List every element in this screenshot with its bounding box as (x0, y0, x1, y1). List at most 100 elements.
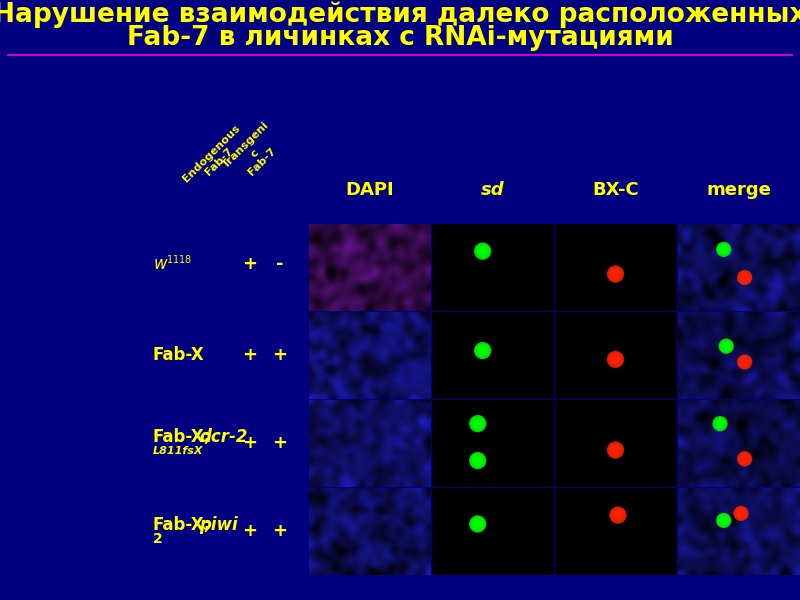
Circle shape (617, 514, 619, 517)
Circle shape (741, 359, 748, 365)
Text: Fab-X;: Fab-X; (153, 428, 211, 446)
Text: sd: sd (481, 181, 504, 199)
Text: BX-C: BX-C (592, 181, 639, 199)
Circle shape (479, 248, 486, 254)
Circle shape (740, 273, 750, 282)
Text: +: + (242, 522, 258, 540)
Circle shape (612, 356, 619, 363)
Circle shape (741, 274, 748, 281)
Bar (431, 399, 554, 487)
Circle shape (480, 248, 486, 254)
Text: Fab-X: Fab-X (153, 346, 205, 364)
Circle shape (717, 242, 730, 256)
Text: +: + (242, 255, 258, 273)
Text: $1118$: $1118$ (166, 253, 192, 265)
Circle shape (610, 507, 626, 523)
Circle shape (722, 519, 725, 521)
Circle shape (734, 506, 748, 520)
Circle shape (614, 358, 617, 361)
Text: Endogenous
Fab-7: Endogenous Fab-7 (181, 123, 250, 192)
Circle shape (612, 446, 619, 454)
Circle shape (736, 509, 746, 518)
Circle shape (611, 355, 619, 364)
Circle shape (610, 445, 621, 455)
Circle shape (741, 274, 748, 281)
Text: -: - (276, 255, 284, 273)
Circle shape (741, 455, 748, 463)
Circle shape (473, 455, 483, 466)
Circle shape (741, 359, 748, 365)
Circle shape (738, 271, 752, 284)
Circle shape (738, 510, 745, 517)
Circle shape (607, 352, 623, 367)
Circle shape (470, 416, 486, 431)
Circle shape (470, 452, 486, 469)
Circle shape (614, 273, 617, 275)
Circle shape (607, 442, 623, 458)
Circle shape (738, 511, 743, 516)
Circle shape (720, 517, 727, 524)
Bar (677, 399, 800, 487)
Circle shape (609, 353, 622, 366)
Bar (554, 311, 677, 399)
Bar (431, 311, 554, 399)
Circle shape (610, 354, 621, 365)
Circle shape (613, 271, 618, 277)
Circle shape (471, 517, 485, 530)
Circle shape (739, 272, 750, 283)
Text: +: + (273, 522, 287, 540)
Circle shape (478, 247, 486, 255)
Circle shape (473, 518, 483, 529)
Circle shape (474, 457, 482, 464)
Bar (677, 487, 800, 575)
Text: piwi: piwi (199, 516, 238, 534)
Text: +: + (242, 434, 258, 452)
Circle shape (614, 512, 622, 518)
Circle shape (471, 454, 485, 467)
Circle shape (741, 455, 748, 463)
Circle shape (719, 339, 734, 353)
Circle shape (743, 277, 746, 279)
Bar (308, 487, 431, 575)
Text: $w$: $w$ (153, 255, 169, 273)
Bar (308, 223, 431, 311)
Circle shape (718, 515, 730, 526)
Circle shape (742, 275, 747, 280)
Circle shape (724, 344, 729, 349)
Bar (554, 487, 677, 575)
Circle shape (478, 347, 486, 355)
Bar (554, 223, 677, 311)
Circle shape (742, 457, 747, 461)
Circle shape (743, 458, 746, 460)
Circle shape (740, 512, 742, 515)
Circle shape (474, 419, 482, 428)
Circle shape (613, 510, 623, 520)
Circle shape (474, 343, 490, 359)
Text: 2: 2 (153, 532, 162, 546)
Text: +: + (273, 346, 287, 364)
Circle shape (720, 246, 727, 253)
Circle shape (719, 516, 729, 525)
Text: Нарушение взаимодействия далеко расположенных: Нарушение взаимодействия далеко располож… (0, 2, 800, 28)
Circle shape (713, 416, 727, 431)
Circle shape (478, 345, 488, 356)
Circle shape (717, 420, 723, 427)
Circle shape (477, 523, 479, 525)
Circle shape (609, 443, 622, 457)
Circle shape (474, 457, 482, 464)
Text: L811fsX: L811fsX (153, 446, 203, 456)
Circle shape (611, 508, 625, 522)
Bar (554, 399, 677, 487)
Circle shape (613, 448, 618, 453)
Circle shape (615, 512, 621, 518)
Circle shape (725, 345, 727, 347)
Circle shape (613, 357, 618, 362)
Circle shape (614, 511, 622, 519)
Bar (677, 311, 800, 399)
Circle shape (722, 343, 730, 350)
Text: Fab-X;: Fab-X; (153, 516, 211, 534)
Circle shape (477, 422, 479, 425)
Bar (308, 399, 431, 487)
Circle shape (739, 453, 750, 464)
Circle shape (610, 269, 621, 280)
